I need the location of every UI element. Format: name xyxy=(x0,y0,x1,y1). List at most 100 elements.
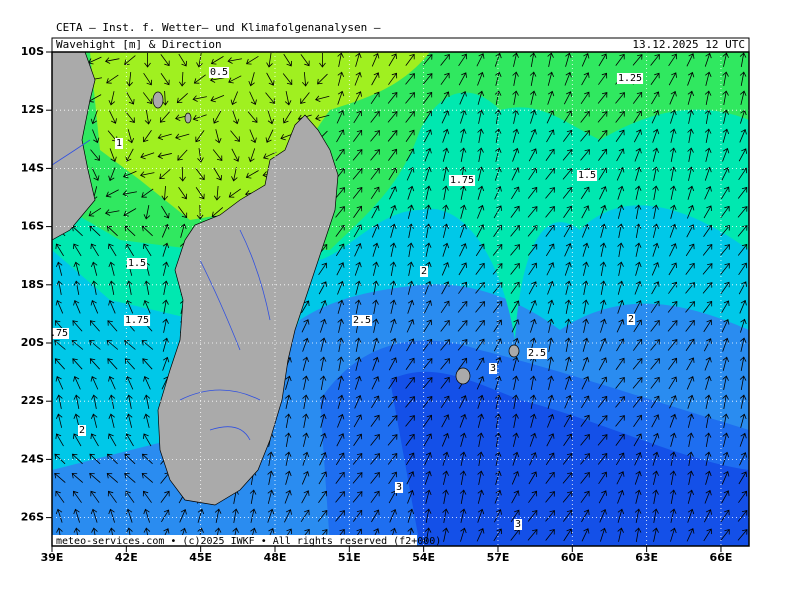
arrow-shape xyxy=(459,413,467,428)
direction-arrow xyxy=(424,508,432,523)
direction-arrow xyxy=(703,509,712,523)
direction-arrow xyxy=(319,432,327,447)
direction-arrow xyxy=(563,414,572,428)
arrow-shape xyxy=(704,90,712,105)
direction-arrow xyxy=(632,377,643,389)
direction-arrow xyxy=(615,357,625,370)
arrow-shape xyxy=(721,300,730,314)
direction-arrow xyxy=(319,299,327,314)
arrow-shape xyxy=(687,470,694,485)
direction-arrow xyxy=(634,204,642,219)
direction-arrow xyxy=(650,339,660,351)
direction-arrow xyxy=(650,72,660,85)
direction-arrow xyxy=(651,110,660,124)
arrow-shape xyxy=(177,149,188,161)
arrow-shape xyxy=(494,185,502,200)
direction-arrow xyxy=(459,90,467,105)
direction-arrow xyxy=(407,204,415,219)
arrow-shape xyxy=(598,357,607,371)
direction-arrow xyxy=(722,128,730,143)
direction-arrow xyxy=(407,299,415,314)
direction-arrow xyxy=(599,508,607,523)
direction-arrow xyxy=(370,453,380,465)
arrow-shape xyxy=(687,166,694,181)
longitude-label: 39E xyxy=(41,551,64,564)
direction-arrow xyxy=(459,489,467,504)
arrow-shape xyxy=(318,262,328,276)
direction-arrow xyxy=(704,90,712,105)
arrow-shape xyxy=(139,171,155,178)
direction-arrow xyxy=(337,71,345,86)
arrow-shape xyxy=(704,451,712,466)
arrow-shape xyxy=(108,413,115,428)
arrow-shape xyxy=(597,415,608,427)
direction-arrow xyxy=(738,148,747,162)
arrow-shape xyxy=(72,358,83,370)
arrow-shape xyxy=(617,242,624,257)
arrow-shape xyxy=(720,263,730,275)
direction-arrow xyxy=(477,489,485,504)
direction-arrow xyxy=(652,147,660,162)
arrow-shape xyxy=(423,129,432,143)
arrow-shape xyxy=(527,225,538,237)
arrow-shape xyxy=(510,263,520,275)
direction-arrow xyxy=(442,508,449,523)
direction-arrow xyxy=(669,508,677,523)
direction-arrow xyxy=(581,205,590,219)
direction-arrow xyxy=(161,509,170,523)
arrow-shape xyxy=(319,452,327,466)
arrow-shape xyxy=(704,489,712,504)
contour-label-bg xyxy=(448,175,476,186)
arrow-shape xyxy=(492,263,503,275)
direction-arrow xyxy=(512,71,519,86)
direction-arrow xyxy=(442,242,450,257)
direction-arrow xyxy=(546,262,555,276)
direction-arrow xyxy=(685,338,695,352)
arrow-shape xyxy=(651,110,660,124)
direction-arrow xyxy=(55,508,63,523)
direction-arrow xyxy=(686,375,695,390)
direction-arrow xyxy=(720,244,730,256)
arrow-shape xyxy=(387,111,398,123)
direction-arrow xyxy=(492,263,503,275)
arrow-shape xyxy=(722,413,729,428)
direction-arrow xyxy=(337,318,344,333)
arrow-shape xyxy=(195,186,205,200)
arrow-shape xyxy=(407,185,415,200)
arrow-shape xyxy=(510,509,520,523)
direction-arrow xyxy=(193,74,206,84)
arrow-shape xyxy=(510,281,520,294)
arrow-shape xyxy=(702,300,713,313)
direction-arrow xyxy=(211,207,224,218)
direction-arrow xyxy=(687,470,694,485)
direction-arrow xyxy=(722,109,729,124)
direction-arrow xyxy=(687,451,694,466)
direction-arrow xyxy=(125,148,134,162)
direction-arrow xyxy=(477,166,484,181)
arrow-shape xyxy=(512,394,519,409)
arrow-shape xyxy=(389,280,397,295)
direction-arrow xyxy=(157,133,172,141)
arrow-shape xyxy=(317,73,328,85)
arrow-shape xyxy=(442,185,449,200)
arrow-shape xyxy=(615,92,625,104)
direction-arrow xyxy=(389,242,397,257)
arrow-shape xyxy=(90,149,100,161)
direction-arrow xyxy=(562,491,573,503)
direction-arrow xyxy=(477,413,485,428)
direction-arrow xyxy=(352,509,363,522)
direction-arrow xyxy=(703,528,713,542)
direction-arrow xyxy=(389,280,397,295)
direction-arrow xyxy=(139,171,155,178)
arrow-shape xyxy=(337,337,344,352)
arrow-shape xyxy=(337,318,344,333)
arrow-shape xyxy=(703,319,713,333)
direction-arrow xyxy=(56,413,63,428)
direction-arrow xyxy=(459,451,467,466)
arrow-shape xyxy=(615,377,625,389)
direction-arrow xyxy=(125,508,133,523)
arrow-shape xyxy=(495,470,502,485)
arrow-shape xyxy=(162,356,170,371)
direction-arrow xyxy=(284,489,292,504)
arrow-shape xyxy=(442,147,450,162)
